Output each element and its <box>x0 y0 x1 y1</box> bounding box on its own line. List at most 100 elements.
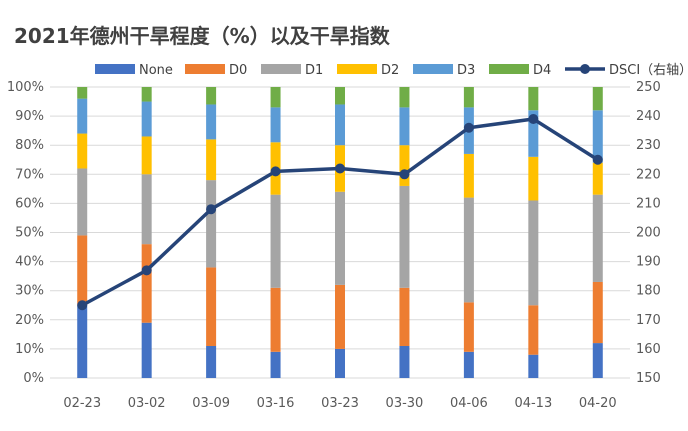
bar-segment-d4 <box>592 87 603 111</box>
legend-marker-dsci <box>580 64 590 74</box>
legend-label-dsci: DSCI（右轴） <box>609 63 688 78</box>
x-tick-label: 03-09 <box>192 396 230 411</box>
legend-swatch-none <box>95 64 135 74</box>
bar-segment-d0 <box>335 284 345 349</box>
legend-label-d3: D3 <box>457 63 475 78</box>
bar-segment-d1 <box>592 194 603 282</box>
legend-label-none: None <box>139 63 173 78</box>
bar-segment-d2 <box>206 139 217 181</box>
bar-segment-d0 <box>592 281 603 344</box>
legend-swatch-d2 <box>337 64 377 74</box>
y-left-tick-label: 20% <box>15 313 44 328</box>
legend-swatch-d0 <box>185 64 225 74</box>
bar-segment-d4 <box>399 87 410 108</box>
x-tick-label: 03-16 <box>257 396 295 411</box>
y-left-tick-label: 10% <box>15 342 44 357</box>
bar-segment-d3 <box>141 101 152 137</box>
dsci-point <box>206 204 217 215</box>
dsci-point <box>463 122 474 133</box>
x-tick-label: 04-06 <box>450 396 488 411</box>
bar-segment-d0 <box>77 235 88 306</box>
bar-segment-d1 <box>141 174 152 245</box>
chart-title: 2021年德州干旱程度（%）以及干旱指数 <box>14 24 390 48</box>
x-tick-label: 03-23 <box>321 396 359 411</box>
bar-segment-d3 <box>528 110 539 157</box>
legend-label-d1: D1 <box>305 63 323 78</box>
legend-label-d4: D4 <box>533 63 551 78</box>
y-left-tick-label: 30% <box>15 284 44 299</box>
dsci-point <box>270 166 281 177</box>
bar-segment-d0 <box>141 244 152 323</box>
y-left-tick-label: 50% <box>15 226 44 241</box>
bar-segment-d1 <box>528 200 539 306</box>
y-left-tick-label: 100% <box>7 80 44 95</box>
y-left-tick-label: 90% <box>15 109 44 124</box>
bar-segment-d1 <box>77 168 88 236</box>
bar-segment-d1 <box>206 180 217 268</box>
line-layer <box>77 114 603 311</box>
bar-segment-d1 <box>399 185 410 288</box>
y-right-tick-label: 170 <box>636 313 661 328</box>
y-right-tick-label: 210 <box>636 196 661 211</box>
bar-segment-d0 <box>206 267 217 346</box>
bar-segment-d0 <box>399 287 410 346</box>
legend-label-d2: D2 <box>381 63 399 78</box>
bar-segment-d3 <box>592 110 603 163</box>
x-tick-label: 04-13 <box>514 396 552 411</box>
bar-segment-d4 <box>77 87 88 99</box>
y-left-tick-label: 60% <box>15 196 44 211</box>
y-left-tick-label: 40% <box>15 255 44 270</box>
bar-segment-none <box>592 343 603 378</box>
x-tick-label: 03-02 <box>128 396 166 411</box>
x-tick-label: 02-23 <box>63 396 101 411</box>
bar-segment-d2 <box>399 145 410 186</box>
y-right-tick-label: 160 <box>636 342 661 357</box>
y-left-tick-label: 80% <box>15 138 44 153</box>
bar-segment-d4 <box>335 87 345 105</box>
bar-segment-d1 <box>463 197 474 303</box>
bar-segment-none <box>270 351 281 378</box>
bar-segment-d2 <box>463 153 474 198</box>
dsci-point <box>141 265 152 276</box>
bar-segment-none <box>335 348 345 378</box>
bar-segment-d3 <box>77 98 88 134</box>
legend-layer: None D0 D1 D2 D3 D4 DSCI（右轴） <box>95 63 688 78</box>
bar-segment-d4 <box>141 87 152 102</box>
dsci-point <box>399 169 410 180</box>
bar-segment-none <box>141 322 152 378</box>
y-left-tick-label: 0% <box>23 371 44 386</box>
bar-segment-d4 <box>528 87 539 111</box>
legend-swatch-d3 <box>413 64 453 74</box>
y-right-tick-label: 240 <box>636 109 661 124</box>
y-right-tick-label: 150 <box>636 371 661 386</box>
dsci-point <box>77 300 88 311</box>
bar-segment-d2 <box>141 136 152 175</box>
y-right-tick-label: 230 <box>636 138 661 153</box>
legend-swatch-d4 <box>489 64 529 74</box>
y-right-tick-label: 180 <box>636 284 661 299</box>
legend-label-d0: D0 <box>229 63 247 78</box>
legend-swatch-d1 <box>261 64 301 74</box>
x-tick-label: 03-30 <box>386 396 424 411</box>
bar-segment-none <box>206 345 217 378</box>
y-right-tick-label: 190 <box>636 255 661 270</box>
bar-segment-none <box>528 354 539 378</box>
bar-segment-d3 <box>399 107 410 146</box>
bar-segment-d4 <box>463 87 474 108</box>
bar-segment-d2 <box>592 162 603 195</box>
bar-segment-d2 <box>528 156 539 201</box>
bar-segment-d1 <box>270 194 281 288</box>
bar-segment-none <box>463 351 474 378</box>
y-right-tick-label: 200 <box>636 226 661 241</box>
dsci-point <box>592 154 603 165</box>
x-tick-label: 04-20 <box>579 396 617 411</box>
bar-segment-d3 <box>270 107 281 143</box>
bar-segment-d2 <box>77 133 88 169</box>
bar-segment-none <box>77 305 88 378</box>
dsci-point <box>335 163 345 174</box>
bars-layer <box>77 87 603 378</box>
bar-segment-d3 <box>335 104 345 146</box>
bar-segment-d3 <box>206 104 217 140</box>
bar-segment-d0 <box>463 302 474 352</box>
